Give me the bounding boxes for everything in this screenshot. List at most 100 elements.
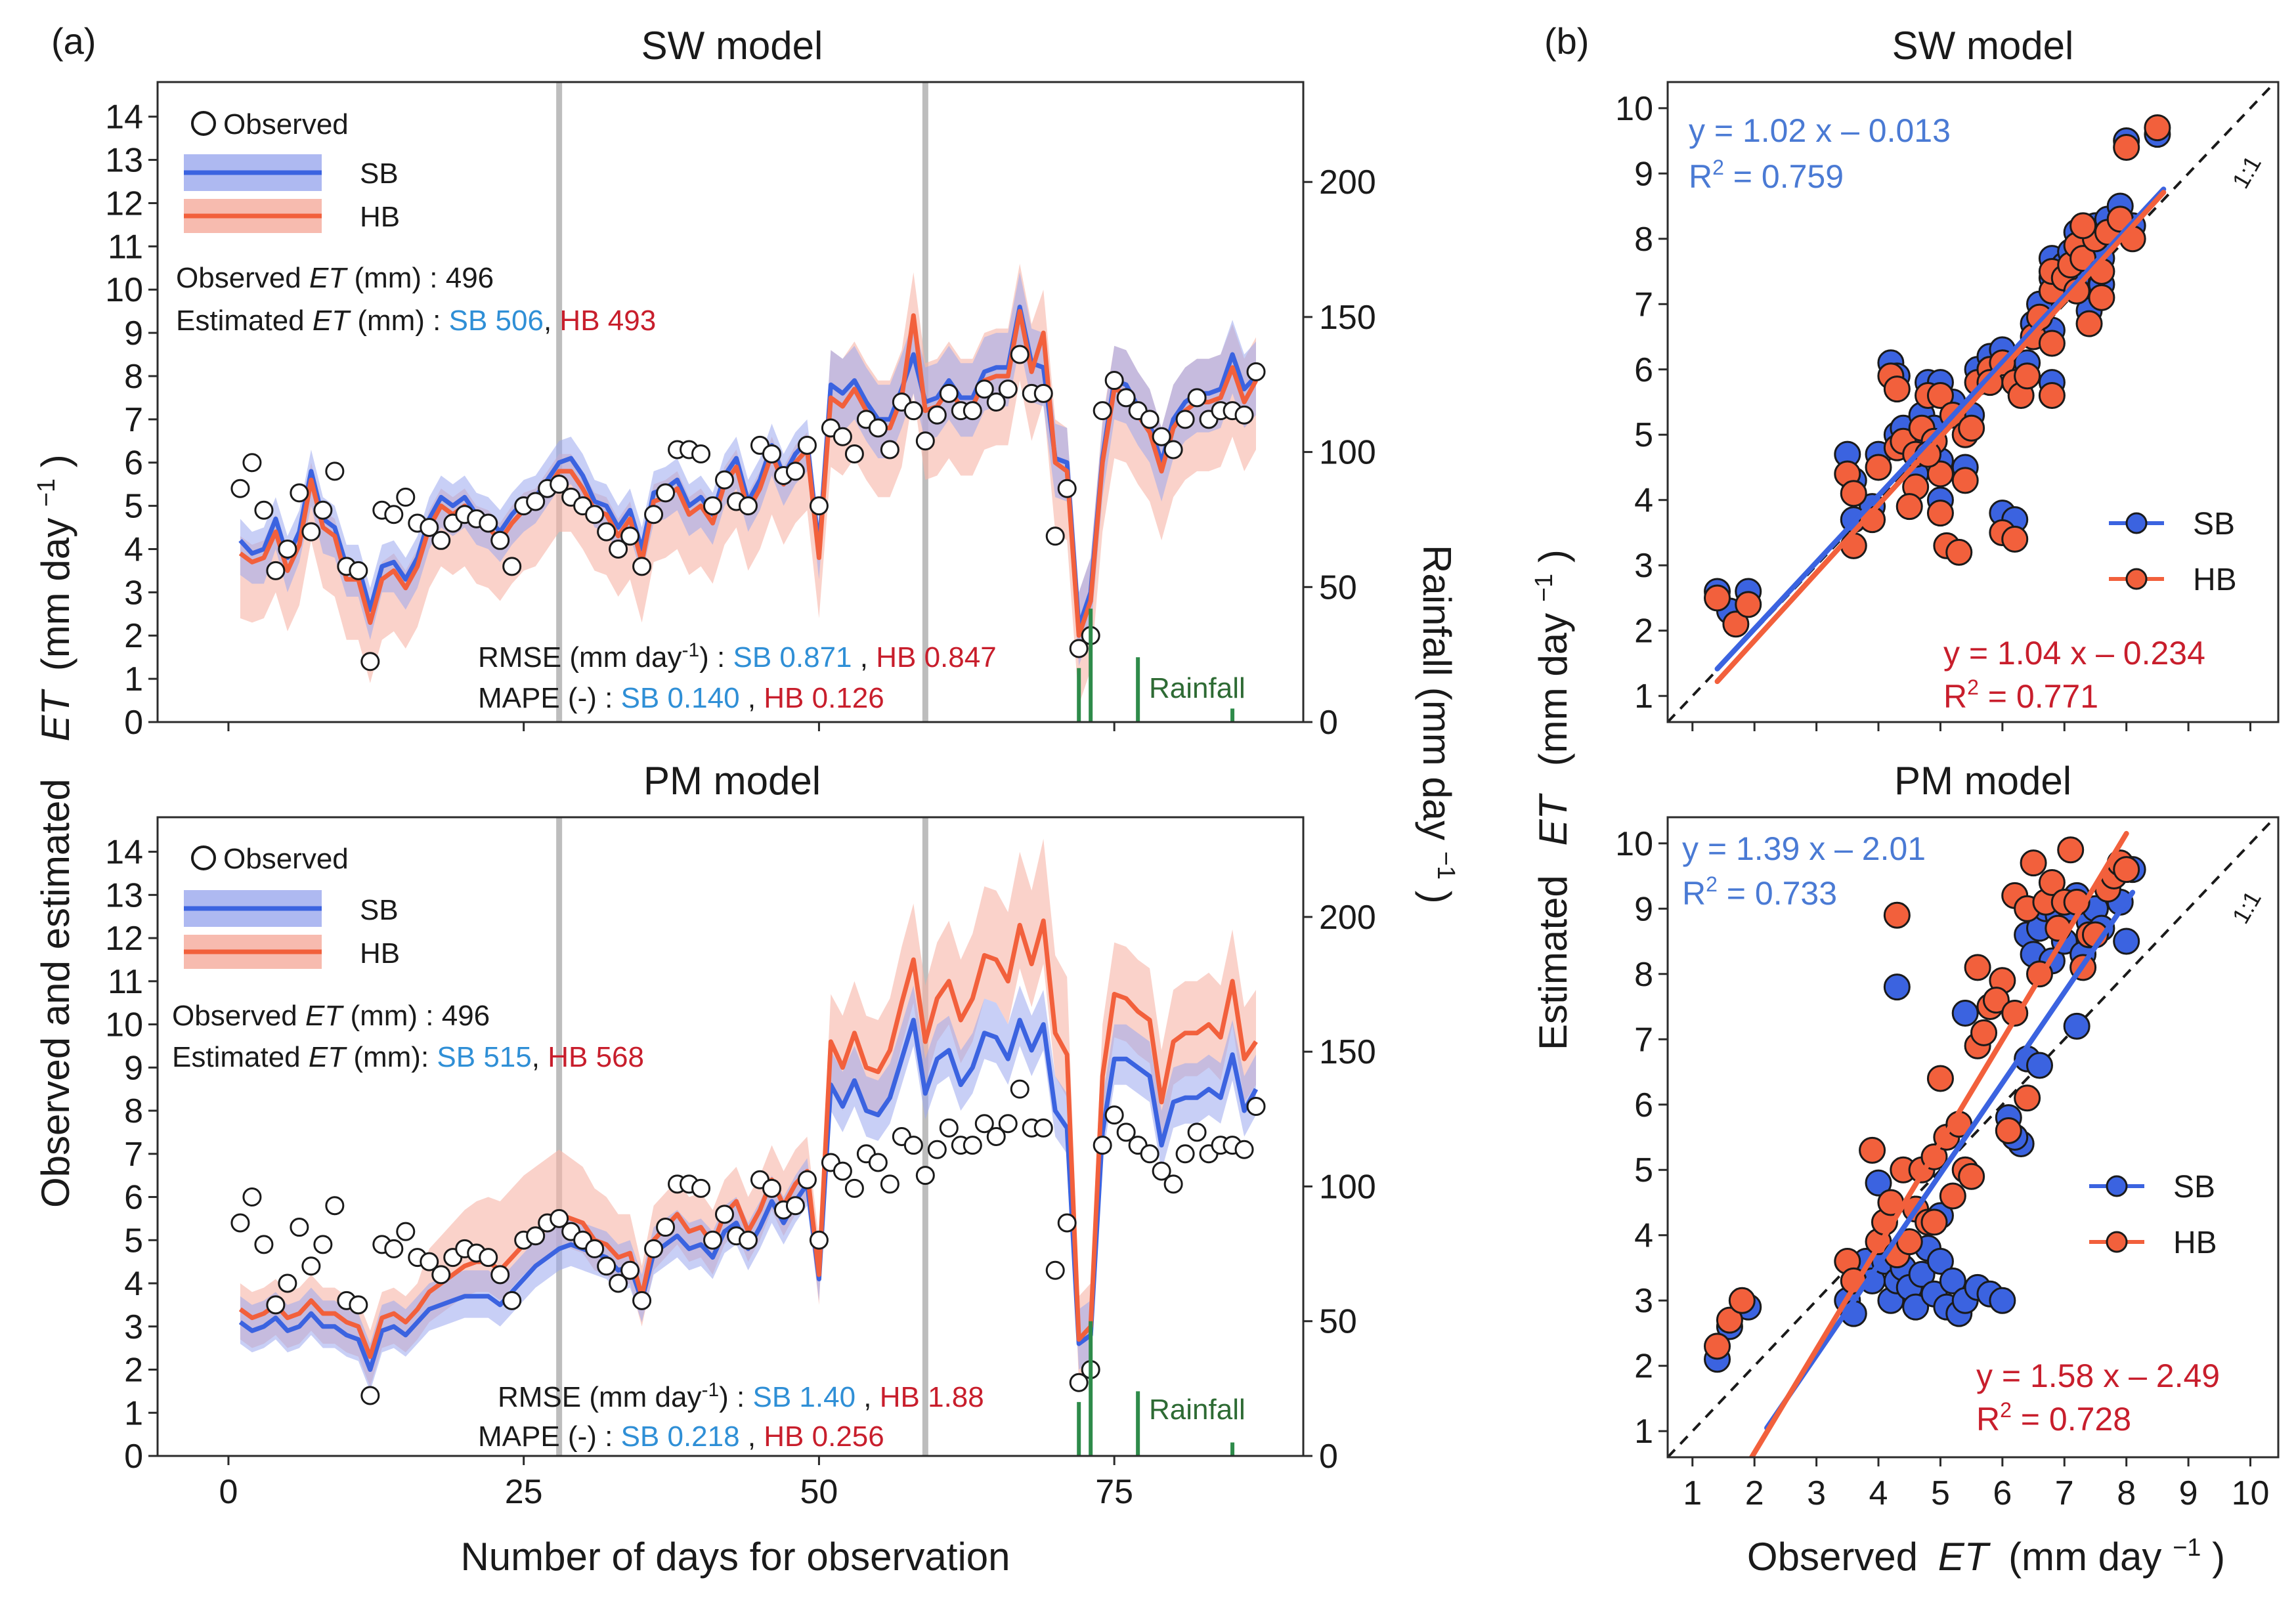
observed-point xyxy=(1163,1174,1183,1194)
y-tick-label: 0 xyxy=(124,1438,143,1476)
observed-point xyxy=(762,444,781,464)
y-tick-label: 12 xyxy=(105,920,143,958)
pm-mape-text: MAPE (-) : SB 0.218 , HB 0.256 xyxy=(478,1420,884,1453)
y-tick-label: 9 xyxy=(1634,155,1653,193)
pm-sb-fit-equation: y = 1.39 x – 2.01 xyxy=(1682,830,1926,867)
sw-sb-r2-val: = 0.759 xyxy=(1724,158,1844,195)
hb-point xyxy=(2038,330,2066,357)
ylabel-b-sup: −1 xyxy=(1530,574,1558,602)
x-tick-label: 75 xyxy=(1095,1473,1133,1511)
y-tick-label: 7 xyxy=(124,401,143,439)
pm-sb-r2-val: = 0.733 xyxy=(1718,875,1837,912)
hb-point xyxy=(1939,1182,1966,1210)
sw-sb-r2: R2 = 0.759 xyxy=(1689,156,1844,195)
observed-point xyxy=(313,500,333,520)
xlabel-b: Observed ET (mm day −1 ) xyxy=(1747,1520,2225,1579)
observed-point xyxy=(1246,362,1266,381)
panel-b-pm-legend: SB HB xyxy=(2089,1170,2217,1260)
sb-point xyxy=(1883,973,1911,1001)
y-tick-label: 4 xyxy=(124,530,143,568)
y-tick-label: 8 xyxy=(1634,221,1653,259)
pm-mape-hb: HB 0.256 xyxy=(764,1420,884,1453)
y-tick-label: 2 xyxy=(124,1352,143,1390)
sw-sb-r2-sup: 2 xyxy=(1712,156,1724,179)
y2-tick-label: 200 xyxy=(1319,899,1376,937)
observed-point xyxy=(620,1260,640,1280)
observed-point xyxy=(254,1235,274,1254)
scatter-group xyxy=(1668,817,2278,1457)
sb-uncertainty-band xyxy=(240,985,1256,1392)
sb-point xyxy=(1939,1267,1966,1294)
x-tick-label: 25 xyxy=(505,1473,543,1511)
observed-point xyxy=(809,496,829,516)
observed-point xyxy=(880,440,899,459)
ylabel-b-text: Estimated xyxy=(1531,875,1575,1050)
hb-point xyxy=(1865,454,1892,481)
hb-fit-line xyxy=(1714,190,2167,685)
observed-point xyxy=(738,1230,758,1250)
legend-observed-marker xyxy=(191,845,216,870)
pm-observed-et-text: Observed ET (mm) : 496 xyxy=(172,1000,490,1032)
observed-point xyxy=(974,1114,994,1134)
y-tick-label: 10 xyxy=(105,1006,143,1044)
ylabel-a-close: ) xyxy=(33,454,77,467)
hb-point xyxy=(1859,1136,1886,1164)
observed-point xyxy=(762,1178,781,1198)
observed-point xyxy=(1152,427,1171,446)
x-tick-label: 7 xyxy=(2055,1474,2074,1512)
pm-hb-r2-val: = 0.728 xyxy=(2012,1401,2131,1438)
observed-point xyxy=(797,435,817,455)
observed-point xyxy=(1140,410,1159,429)
hb-point xyxy=(2014,362,2041,390)
x-tick-label: 50 xyxy=(800,1473,838,1511)
y-tick-label: 0 xyxy=(124,704,143,742)
panel-b-pm: PM model 1 2 3 4 5 6 7 8 9 10 1 2 3 4 5 6 7 8 9 10 y = 1.39… xyxy=(1615,759,2280,1512)
observed-point xyxy=(325,1196,345,1216)
observed-point xyxy=(939,383,959,403)
observed-point xyxy=(585,1239,605,1258)
observed-point xyxy=(833,427,852,446)
observed-point xyxy=(242,1187,262,1207)
observed-point xyxy=(1010,1079,1029,1099)
ylabel-a-text: Observed and estimated xyxy=(33,779,77,1208)
y-tick-label: 13 xyxy=(105,876,143,914)
y-tick-label: 11 xyxy=(108,963,143,1001)
sw-est-suffix: (mm) : xyxy=(349,305,449,337)
legend-observed-label: Observed xyxy=(223,843,349,875)
observed-point xyxy=(738,496,758,516)
y-tick-label: 2 xyxy=(1634,1348,1653,1386)
hb-point xyxy=(1926,500,1954,527)
observed-point xyxy=(1116,1122,1136,1142)
x-tick-label: 0 xyxy=(219,1473,238,1511)
observed-point xyxy=(490,530,510,550)
sw-hb-r2-sup: 2 xyxy=(1967,675,1979,699)
observed-point xyxy=(915,1166,935,1185)
legend-sb-label: SB xyxy=(360,894,399,926)
observed-point xyxy=(550,1208,569,1228)
observed-point xyxy=(360,652,380,672)
sw-est-et: ET xyxy=(313,305,351,337)
observed-point xyxy=(290,1218,309,1237)
legend-observed-label: Observed xyxy=(223,108,349,140)
hb-point xyxy=(1704,584,1731,612)
panel-a-sw-legend: Observed SB HB xyxy=(184,108,400,233)
x-tick-label: 10 xyxy=(2232,1474,2270,1512)
y-tick-label: 5 xyxy=(1634,1151,1653,1189)
observed-point xyxy=(1033,1118,1053,1138)
hb-point xyxy=(1964,954,1991,981)
x-tick-label: 6 xyxy=(1993,1474,2012,1512)
observed-point xyxy=(1163,440,1183,459)
y-tick-label: 1 xyxy=(1634,1413,1653,1451)
observed-point xyxy=(420,518,439,538)
legend-hb-label: HB xyxy=(2173,1226,2217,1260)
hb-point xyxy=(1840,532,1867,559)
observed-point xyxy=(691,444,711,464)
ylabel-b: Estimated ET (mm day −1 ) xyxy=(1517,549,1575,1050)
sw-mape-text: MAPE (-) : SB 0.140 , HB 0.126 xyxy=(478,682,884,714)
observed-point xyxy=(278,539,297,559)
x-tick-label: 8 xyxy=(2117,1474,2136,1512)
observed-point xyxy=(632,1291,652,1310)
observed-point xyxy=(1187,1122,1207,1142)
